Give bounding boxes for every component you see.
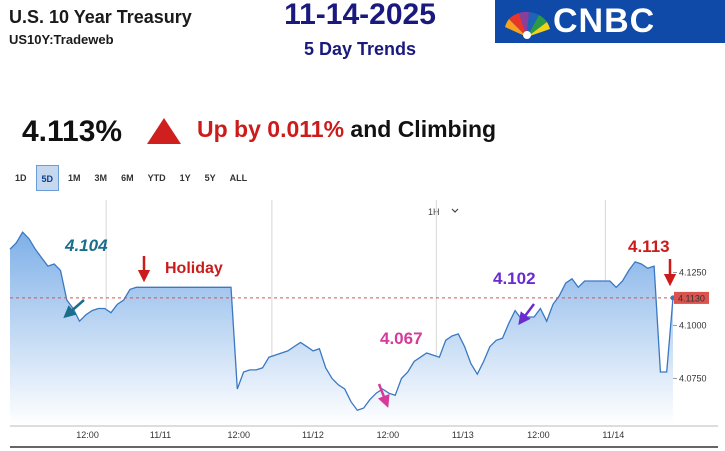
current-price-tag: 4.1130: [674, 291, 709, 304]
period-title: 5 Day Trends: [303, 39, 417, 59]
change-text: Up by 0.011% and Climbing: [197, 116, 496, 143]
annotation-label: 4.113: [628, 237, 670, 256]
change-amount: Up by 0.011%: [197, 116, 345, 142]
range-tabs: 1D 5D 1M 3M 6M YTD 1Y 5Y ALL: [10, 165, 256, 191]
x-tick-label: 11/14: [602, 430, 624, 440]
annotation-label: 4.104: [64, 236, 108, 255]
range-tab-all[interactable]: ALL: [229, 173, 248, 183]
interval-selector[interactable]: 1H: [428, 207, 460, 217]
range-tab-5d[interactable]: 5D: [35, 165, 60, 191]
price-tag-background: [674, 291, 709, 304]
annotation-arrow-icon: [63, 299, 85, 319]
peacock-icon: [505, 11, 550, 39]
range-tab-1d[interactable]: 1D: [15, 173, 27, 183]
y-tick-label: 4.0750: [679, 373, 707, 383]
x-tick-label: 11/13: [452, 430, 474, 440]
symbol-title: U.S. 10 Year Treasury: [9, 7, 192, 27]
cnbc-logo: CNBC: [495, 0, 725, 43]
logo-wordmark: CNBC: [553, 2, 656, 40]
chevron-down-icon: [451, 208, 459, 213]
price-line: [9, 231, 674, 411]
current-price: 4.113%: [22, 115, 123, 148]
range-tab-6m[interactable]: 6M: [121, 173, 134, 183]
date-title: 11-14-2025: [284, 0, 436, 31]
range-tab-5y[interactable]: 5Y: [204, 173, 216, 183]
x-tick-label: 12:00: [527, 430, 550, 440]
change-suffix: and Climbing: [344, 116, 497, 142]
x-tick-label: 12:00: [76, 430, 99, 440]
x-tick-label: 12:00: [227, 430, 250, 440]
x-tick-label: 11/11: [150, 430, 171, 440]
x-tick-label: 12:00: [377, 430, 400, 440]
range-tab-ytd[interactable]: YTD: [147, 173, 166, 183]
x-tick-label: 11/12: [302, 430, 324, 440]
range-tab-1m[interactable]: 1M: [68, 173, 81, 183]
y-tick-label: 4.1000: [679, 320, 707, 330]
up-triangle-icon: [147, 118, 181, 144]
annotation-label: 4.067: [380, 329, 423, 348]
symbol-subtitle: US10Y:Tradeweb: [9, 32, 114, 47]
price-chart[interactable]: 12:00 11/11 12:00 11/12 12:00 11/13 12:00 11/14…: [0, 200, 725, 451]
range-tab-3m[interactable]: 3M: [94, 173, 108, 183]
annotation-label: Holiday: [165, 260, 223, 277]
annotation-arrow-icon: [377, 383, 390, 408]
price-area: [10, 232, 673, 425]
annotation-arrow-icon: [518, 303, 535, 325]
annotation-label: 4.102: [493, 269, 536, 288]
range-tab-1y[interactable]: 1Y: [179, 173, 191, 183]
price-tag-label: 4.1130: [678, 293, 705, 303]
interval-label: 1H: [428, 207, 440, 217]
y-tick-label: 4.1250: [679, 267, 707, 277]
